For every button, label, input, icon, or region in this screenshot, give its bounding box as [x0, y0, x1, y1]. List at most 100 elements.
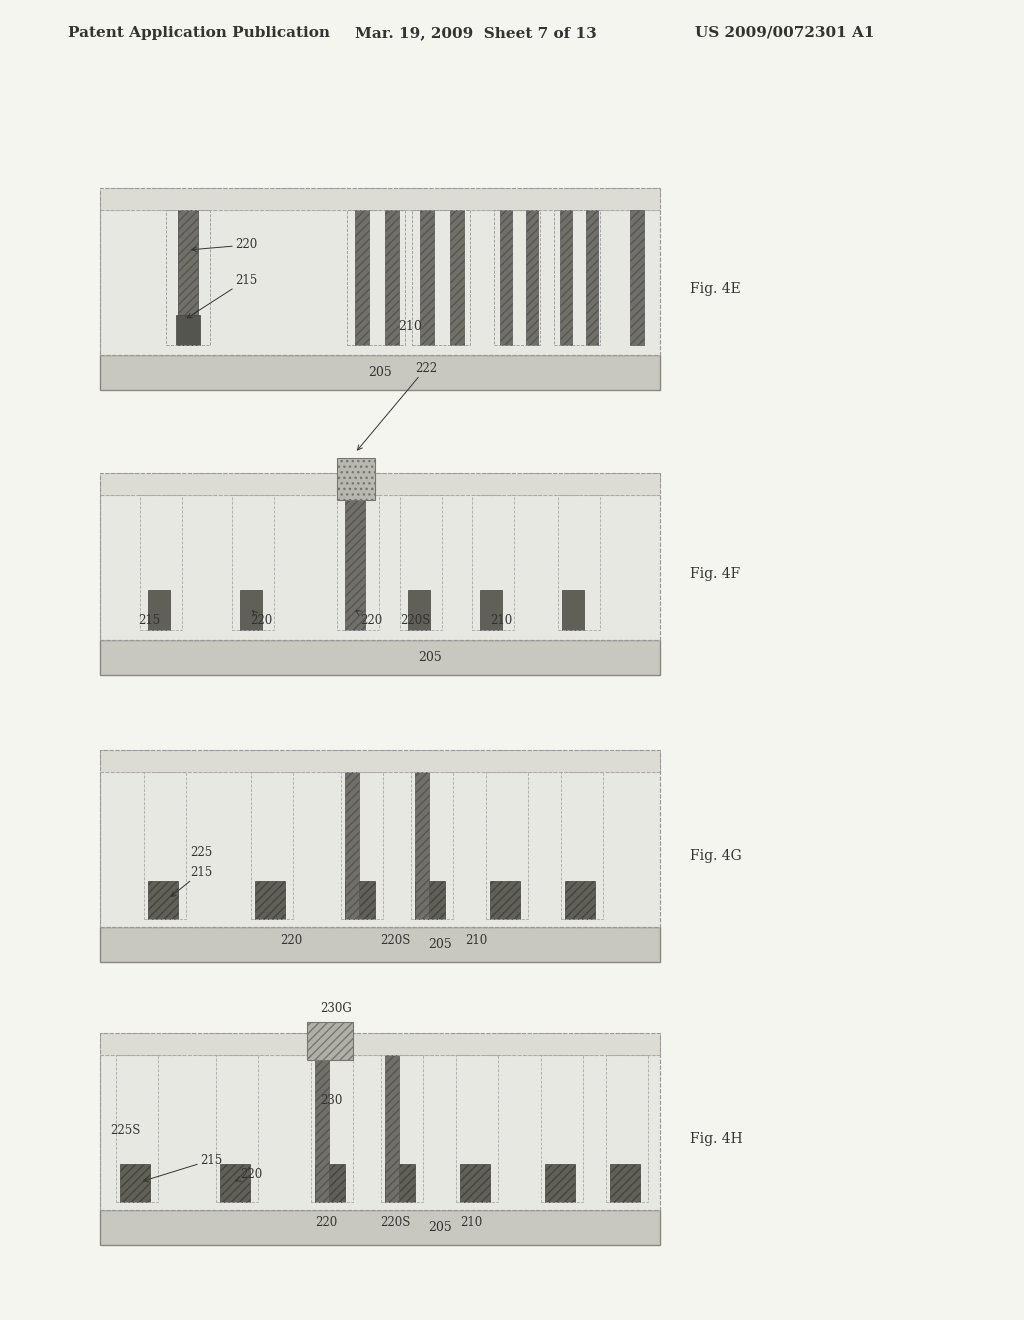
Text: 220: 220 [250, 611, 272, 627]
Bar [561, 772, 603, 919]
Bar [100, 495, 660, 640]
Bar [311, 1055, 353, 1203]
Bar [415, 772, 429, 919]
Text: 205: 205 [428, 939, 452, 950]
Bar [560, 210, 572, 345]
Text: 220: 220 [236, 1168, 262, 1181]
Text: 210: 210 [490, 614, 512, 627]
Bar [100, 1055, 660, 1210]
Bar [100, 187, 660, 210]
Bar [251, 772, 293, 919]
Bar [166, 210, 210, 345]
Text: 210: 210 [460, 1217, 482, 1229]
Bar [176, 315, 200, 345]
Bar [148, 880, 178, 919]
Bar [148, 590, 170, 630]
Text: 220S: 220S [400, 614, 430, 627]
Bar [120, 1164, 150, 1203]
Bar [355, 210, 369, 345]
Text: Fig. 4H: Fig. 4H [690, 1133, 742, 1146]
Bar [456, 1055, 498, 1203]
Bar [100, 927, 660, 962]
Bar [554, 210, 600, 345]
Text: Patent Application Publication: Patent Application Publication [68, 26, 330, 40]
Text: US 2009/0072301 A1: US 2009/0072301 A1 [695, 26, 874, 40]
Bar [100, 772, 660, 927]
Bar [337, 495, 379, 630]
Bar [100, 473, 660, 495]
Bar [494, 210, 540, 345]
Bar [565, 880, 595, 919]
Bar [385, 1164, 415, 1203]
Bar [345, 880, 375, 919]
Bar [100, 473, 660, 640]
Bar [558, 495, 600, 630]
Text: 225S: 225S [110, 1123, 140, 1137]
Text: 205: 205 [368, 366, 392, 379]
Bar [255, 880, 285, 919]
Text: 220S: 220S [380, 933, 411, 946]
Bar [486, 772, 528, 919]
Bar [460, 1164, 490, 1203]
Text: 220: 220 [191, 239, 257, 252]
Bar [606, 1055, 648, 1203]
Bar [307, 1022, 353, 1060]
Bar [526, 210, 538, 345]
Bar [100, 640, 660, 675]
Bar [315, 1055, 329, 1203]
Bar [178, 210, 198, 345]
Bar [345, 772, 359, 919]
Bar [610, 1164, 640, 1203]
Bar [232, 495, 274, 630]
Bar [420, 210, 434, 345]
Text: 220: 220 [315, 1217, 337, 1229]
Bar [500, 210, 512, 345]
Text: Fig. 4E: Fig. 4E [690, 282, 740, 296]
Bar [100, 1210, 660, 1245]
Bar [381, 1055, 423, 1203]
Text: Fig. 4G: Fig. 4G [690, 849, 741, 863]
Bar [140, 495, 182, 630]
Bar [411, 772, 453, 919]
Bar [347, 210, 406, 345]
Text: 210: 210 [465, 933, 487, 946]
Text: 230G: 230G [319, 1002, 352, 1015]
Bar [586, 210, 598, 345]
Text: 205: 205 [428, 1221, 452, 1234]
Text: 220S: 220S [380, 1217, 411, 1229]
Bar [450, 210, 464, 345]
Bar [345, 495, 365, 630]
Bar [144, 772, 186, 919]
Bar [385, 1055, 399, 1203]
Bar [116, 1055, 158, 1203]
Text: 220: 220 [356, 611, 382, 627]
Bar [240, 590, 262, 630]
Bar [472, 495, 514, 630]
Bar [341, 772, 383, 919]
Text: 205: 205 [418, 651, 442, 664]
Text: 222: 222 [357, 362, 437, 450]
Text: Mar. 19, 2009  Sheet 7 of 13: Mar. 19, 2009 Sheet 7 of 13 [355, 26, 597, 40]
Bar [100, 750, 660, 927]
Text: 215: 215 [138, 614, 160, 627]
Text: 215: 215 [187, 273, 257, 318]
Bar [415, 880, 445, 919]
Text: 215: 215 [171, 866, 212, 896]
Bar [541, 1055, 583, 1203]
Bar [100, 1034, 660, 1055]
Text: Fig. 4F: Fig. 4F [690, 568, 740, 581]
Bar [315, 1164, 345, 1203]
Bar [100, 210, 660, 355]
Bar [216, 1055, 258, 1203]
Bar [562, 590, 584, 630]
Text: 220: 220 [280, 933, 302, 946]
Bar [400, 495, 442, 630]
Text: 215: 215 [143, 1154, 222, 1181]
Bar [100, 355, 660, 389]
Bar [545, 1164, 575, 1203]
Bar [385, 210, 399, 345]
Text: 230: 230 [319, 1093, 342, 1106]
Bar [100, 750, 660, 772]
Bar [100, 187, 660, 355]
Bar [408, 590, 430, 630]
